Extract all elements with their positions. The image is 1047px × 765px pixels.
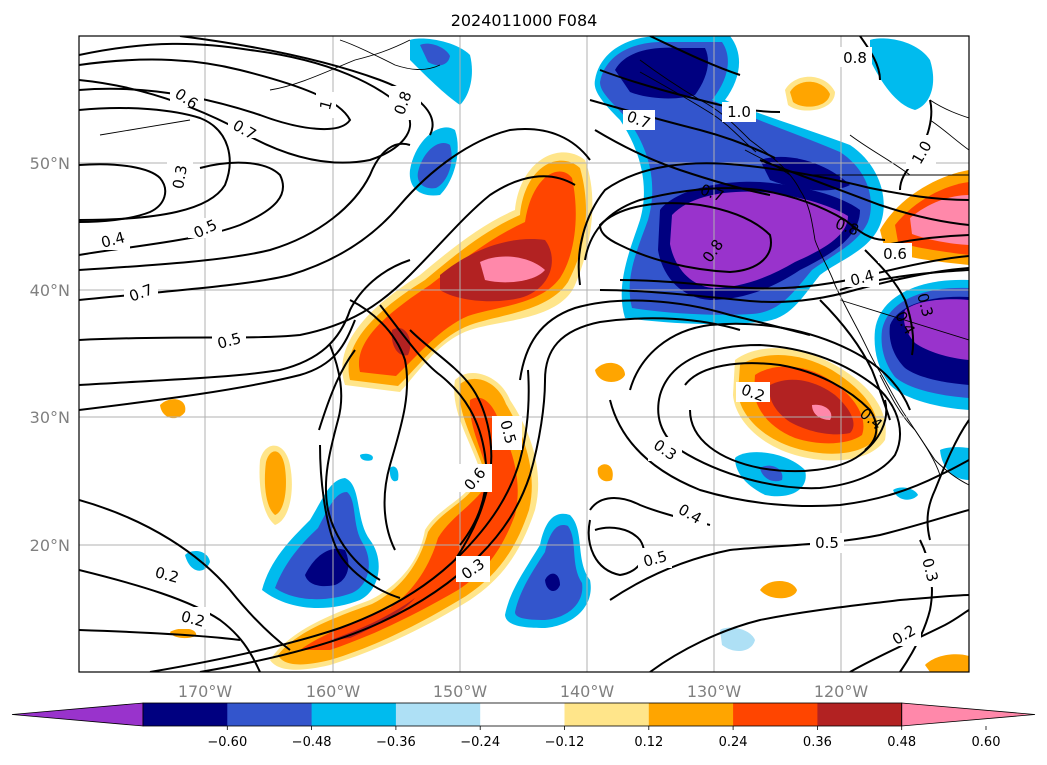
figure-title: 2024011000 F084 (451, 11, 598, 30)
colorbar-segment (227, 703, 313, 726)
colorbar: −0.60 −0.48 −0.36 −0.24 −0.12 0.12 0.24 0.36 0.4… (11, 702, 1036, 750)
colorbar-tick-label: 0.60 (972, 735, 1001, 750)
colorbar-tick-label: 0.48 (887, 735, 916, 750)
contour-label: 0.5 (215, 329, 243, 353)
colorbar-tick-label: −0.12 (545, 735, 585, 750)
lon-label: 130°W (687, 682, 742, 701)
colorbar-tick-label: 0.36 (803, 735, 832, 750)
map-panel: 0.6 0.7 0.8 1 0.3 0.4 0.5 0.7 0.5 1.0 0.… (79, 36, 969, 672)
lat-label: 40°N (30, 281, 70, 300)
colorbar-segment (733, 703, 818, 726)
colorbar-extend-min (11, 702, 144, 727)
contour-label: 0.2 (153, 563, 181, 587)
colorbar-tick-label: −0.60 (207, 735, 247, 750)
latitude-labels: 50°N 40°N 30°N 20°N (30, 154, 70, 555)
contour-label: 0.3 (918, 556, 942, 584)
contour-label: 0.3 (169, 164, 191, 191)
lon-label: 160°W (306, 682, 361, 701)
contour-label: 1.0 (727, 103, 751, 121)
contour-label: 0.5 (496, 418, 520, 446)
lon-label: 120°W (814, 682, 869, 701)
colorbar-tick-label: 0.24 (719, 735, 748, 750)
colorbar-tick-label: −0.36 (376, 735, 416, 750)
colorbar-segment (395, 703, 481, 726)
lon-label: 140°W (560, 682, 615, 701)
contour-label: 0.4 (848, 266, 876, 290)
contour-label: 0.4 (99, 228, 127, 252)
contour-label: 0.5 (815, 534, 839, 552)
contour-label: 0.6 (883, 245, 907, 263)
colorbar-tick-label: −0.48 (292, 735, 332, 750)
contour-label: 0.3 (913, 291, 937, 319)
lon-label: 170°W (178, 682, 233, 701)
colorbar-tick-label: −0.24 (460, 735, 500, 750)
lon-label: 150°W (433, 682, 488, 701)
lat-label: 50°N (30, 154, 70, 173)
longitude-labels: 170°W 160°W 150°W 140°W 130°W 120°W (178, 682, 869, 701)
map-frame (78, 35, 970, 673)
colorbar-segment (480, 703, 565, 726)
contour-label: 0.2 (179, 607, 207, 631)
contour-label: 1 (316, 98, 336, 112)
colorbar-segment (564, 703, 650, 726)
contour-label: 0.8 (843, 49, 867, 67)
colorbar-tick-label: 0.12 (634, 735, 663, 750)
contour-lines (79, 36, 969, 672)
colorbar-outline (142, 702, 903, 727)
colorbar-segment (817, 703, 903, 726)
colorbar-extend-max (901, 702, 1036, 727)
colorbar-segment (143, 703, 228, 726)
colorbar-segment (311, 703, 397, 726)
colorbar-segment (648, 703, 734, 726)
lat-label: 30°N (30, 408, 70, 427)
lat-label: 20°N (30, 536, 70, 555)
contour-label: 0.5 (641, 547, 669, 571)
